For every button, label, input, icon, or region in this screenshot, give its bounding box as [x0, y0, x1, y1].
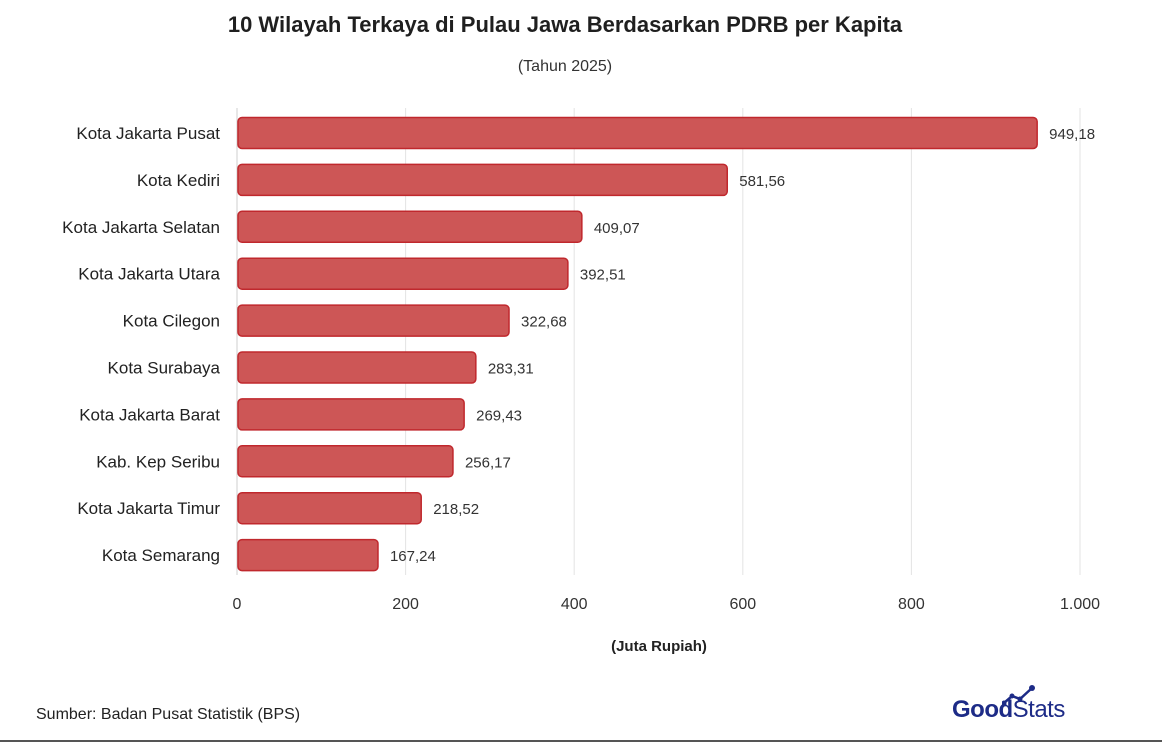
category-label: Kota Jakarta Timur	[77, 499, 220, 518]
value-label: 392,51	[580, 267, 626, 284]
category-label: Kota Cilegon	[123, 312, 220, 331]
x-tick-label: 400	[561, 596, 588, 613]
logo-graph-icon	[1002, 685, 1035, 706]
x-tick-label: 800	[898, 596, 925, 613]
bar	[237, 163, 729, 197]
category-label: Kota Jakarta Selatan	[62, 218, 220, 237]
x-tick-label: 200	[392, 596, 419, 613]
value-label: 256,17	[465, 454, 511, 471]
x-tick-label: 600	[729, 596, 756, 613]
value-label: 581,56	[739, 173, 785, 190]
bar	[237, 116, 1038, 150]
value-label: 409,07	[594, 220, 640, 237]
value-label: 283,31	[488, 361, 534, 378]
x-axis-title: (Juta Rupiah)	[611, 638, 707, 655]
category-label: Kota Jakarta Pusat	[76, 124, 220, 143]
logo-stats-text: Stats	[1012, 696, 1066, 723]
bar	[237, 210, 583, 244]
category-label: Kota Jakarta Utara	[78, 265, 220, 284]
category-label: Kab. Kep Seribu	[96, 452, 220, 471]
value-label: 949,18	[1049, 126, 1095, 143]
chart-title: 10 Wilayah Terkaya di Pulau Jawa Berdasa…	[227, 12, 903, 37]
goodstats-logo: GoodStats	[952, 696, 1065, 724]
bar	[237, 445, 454, 478]
value-label: 322,68	[521, 314, 567, 331]
bar	[237, 257, 569, 290]
bar	[237, 304, 510, 337]
category-label: Kota Kediri	[137, 171, 220, 190]
source-note: Sumber: Badan Pusat Statistik (BPS)	[36, 706, 301, 723]
category-label: Kota Semarang	[102, 546, 220, 565]
category-label: Kota Surabaya	[108, 359, 221, 378]
x-tick-label: 1.000	[1060, 596, 1100, 613]
bar	[237, 491, 422, 525]
value-label: 218,52	[433, 501, 479, 518]
value-label: 167,24	[390, 548, 436, 565]
chart-subtitle: (Tahun 2025)	[517, 58, 613, 75]
x-tick-label: 0	[233, 596, 242, 613]
category-label: Kota Jakarta Barat	[79, 405, 220, 424]
bottom-divider	[0, 740, 1162, 742]
bar	[237, 538, 379, 572]
bar	[237, 351, 477, 384]
value-label: 269,43	[476, 407, 522, 424]
logo-good-text: Good	[952, 696, 1013, 723]
bar	[237, 398, 465, 431]
